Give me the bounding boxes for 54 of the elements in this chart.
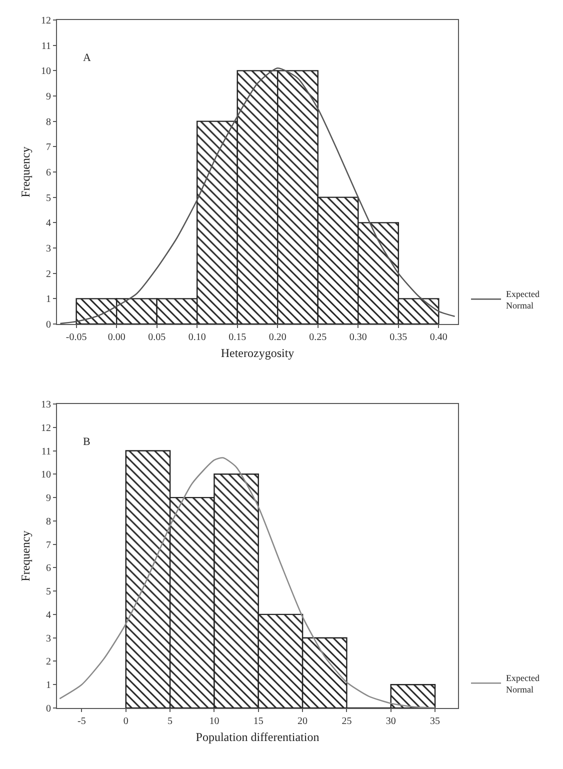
y-tick-label: 7: [46, 142, 51, 154]
x-tick-label: 0.30: [349, 332, 367, 343]
y-tick-label: 0: [46, 320, 51, 330]
y-tick-label: 3: [46, 244, 51, 254]
y-tick-label: 5: [46, 192, 51, 204]
y-tick-label: 8: [46, 116, 51, 128]
x-tick-label: 0.35: [390, 332, 408, 343]
x-tick-label: 10: [209, 716, 220, 727]
y-tick-label: 3: [46, 633, 51, 644]
y-tick-label: 5: [46, 586, 51, 598]
x-tick-label: 15: [253, 716, 264, 727]
x-tick-label: 0: [123, 716, 128, 727]
y-tick-label: 2: [46, 656, 51, 668]
legend-label: Expected Normal: [506, 288, 540, 310]
y-tick-label: 4: [46, 218, 51, 230]
y-tick-label: 0: [46, 704, 51, 714]
y-axis-title: Frequency: [18, 146, 32, 198]
x-tick-label: 0.15: [228, 332, 246, 343]
y-tick-label: 4: [46, 610, 51, 621]
y-tick-label: 1: [46, 294, 51, 306]
y-tick-label: 7: [46, 540, 51, 551]
y-tick-label: 9: [46, 92, 51, 102]
legend-label: Expected Normal: [506, 672, 540, 694]
annotation: B: [83, 436, 90, 448]
x-tick-label: 0.40: [430, 332, 448, 343]
y-tick-label: 10: [41, 66, 51, 78]
x-axis-title: Population differentiation: [196, 730, 320, 744]
x-tick-label: -0.05: [66, 332, 87, 343]
x-tick-label: 30: [386, 716, 396, 727]
x-tick-label: 20: [298, 716, 308, 727]
y-tick-label: 2: [46, 268, 51, 280]
x-tick-label: 0.25: [309, 332, 327, 343]
x-tick-label: 0.00: [108, 332, 126, 343]
y-tick-label: 1: [46, 680, 51, 692]
x-axis-title: Heterozygosity: [220, 346, 294, 360]
y-tick-label: 10: [41, 470, 51, 481]
y-tick-label: 6: [46, 563, 51, 574]
y-tick-label: 9: [46, 493, 51, 504]
y-axis-title: Frequency: [18, 530, 32, 582]
y-tick-label: 11: [41, 446, 51, 458]
x-tick-label: 35: [430, 716, 440, 727]
y-tick-label: 12: [41, 16, 51, 26]
annotation: A: [83, 52, 91, 64]
y-tick-label: 6: [46, 168, 51, 178]
x-tick-label: 5: [168, 716, 173, 727]
x-tick-label: 0.05: [148, 332, 166, 343]
y-tick-label: 8: [46, 516, 51, 528]
x-tick-label: 0.20: [268, 332, 286, 343]
y-tick-label: 13: [41, 400, 51, 410]
y-tick-label: 11: [41, 40, 51, 52]
x-tick-label: 25: [342, 716, 352, 727]
x-tick-label: 0.10: [188, 332, 206, 343]
y-tick-label: 12: [41, 422, 51, 434]
x-tick-label: -5: [78, 716, 86, 727]
